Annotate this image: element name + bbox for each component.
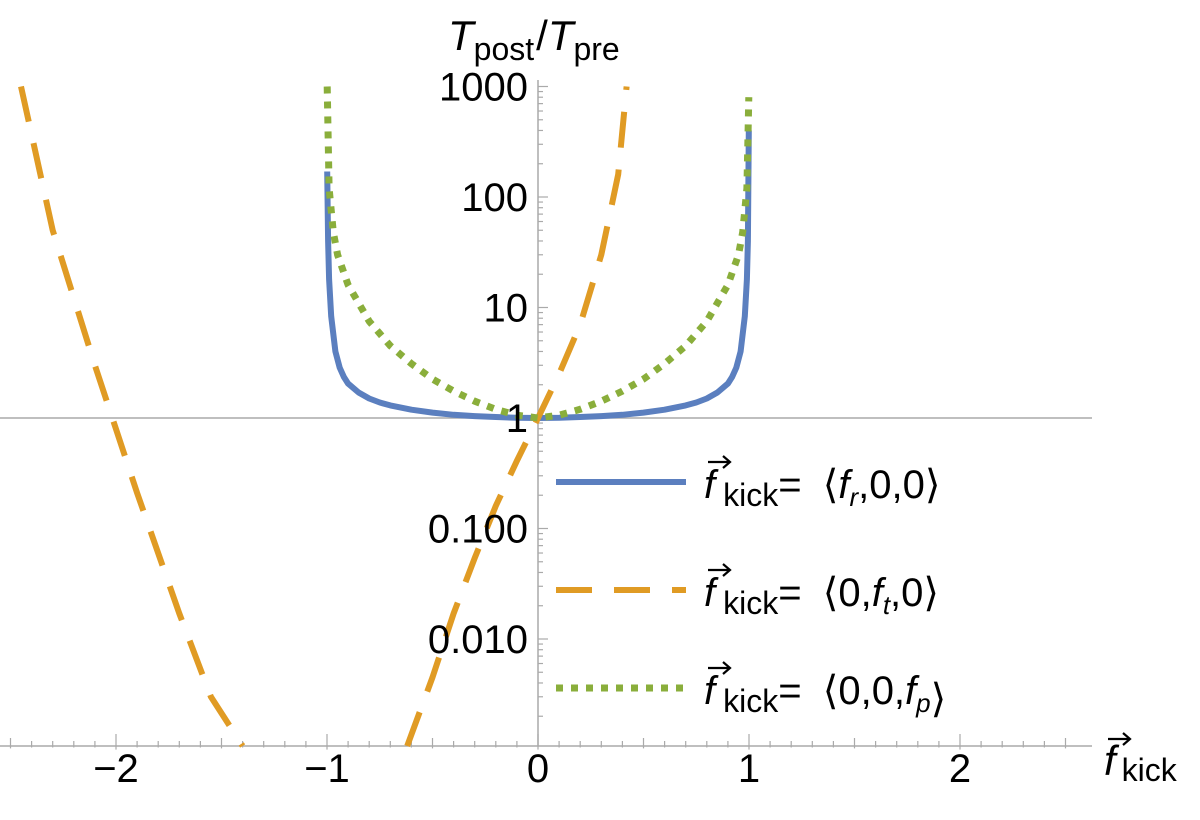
- x-tick-label: 2: [949, 747, 971, 791]
- tick-labels: −2 −1 0 1 2 0.010 0.100 1 10 100 1000: [93, 66, 971, 792]
- x-axis-title: f kick: [1104, 732, 1178, 788]
- vector-arrow-icon: [708, 455, 732, 469]
- legend: f kick= ⟨fr,0,0⟩ f kick= ⟨0,ft,0⟩ f kick= ⟨0,…: [556, 455, 946, 721]
- y-tick-label: 0.100: [428, 508, 528, 552]
- vector-arrow-icon: [708, 661, 732, 675]
- y-tick-label: 10: [484, 287, 529, 331]
- series-line-tangential: [18, 85, 246, 748]
- y-axis-title: Tpost/Tpre: [448, 12, 620, 67]
- legend-label: f kick= ⟨0,ft,0⟩: [704, 571, 939, 621]
- ticks: [9, 85, 1067, 750]
- y-tick-label: 100: [461, 176, 528, 220]
- vector-arrow-icon: [708, 563, 732, 577]
- x-tick-label: −2: [93, 747, 139, 791]
- vector-arrow-icon: [1108, 732, 1132, 746]
- series-layer: [18, 85, 753, 748]
- x-tick-label: 0: [527, 747, 549, 791]
- x-tick-label: −1: [304, 747, 350, 791]
- series-line-perpendicular: [323, 86, 753, 422]
- legend-label: f kick= ⟨fr,0,0⟩: [704, 463, 940, 513]
- legend-label: f kick= ⟨0,0,fp⟩: [704, 669, 946, 721]
- series-line-tangential: [404, 86, 630, 748]
- legend-item: f kick= ⟨0,0,fp⟩: [556, 661, 946, 721]
- y-tick-label: 1000: [439, 66, 528, 110]
- y-tick-label: 0.010: [428, 618, 528, 662]
- legend-item: f kick= ⟨0,ft,0⟩: [556, 563, 939, 621]
- x-tick-label: 1: [738, 747, 760, 791]
- legend-item: f kick= ⟨fr,0,0⟩: [556, 455, 940, 513]
- y-tick-label: 1: [506, 397, 528, 441]
